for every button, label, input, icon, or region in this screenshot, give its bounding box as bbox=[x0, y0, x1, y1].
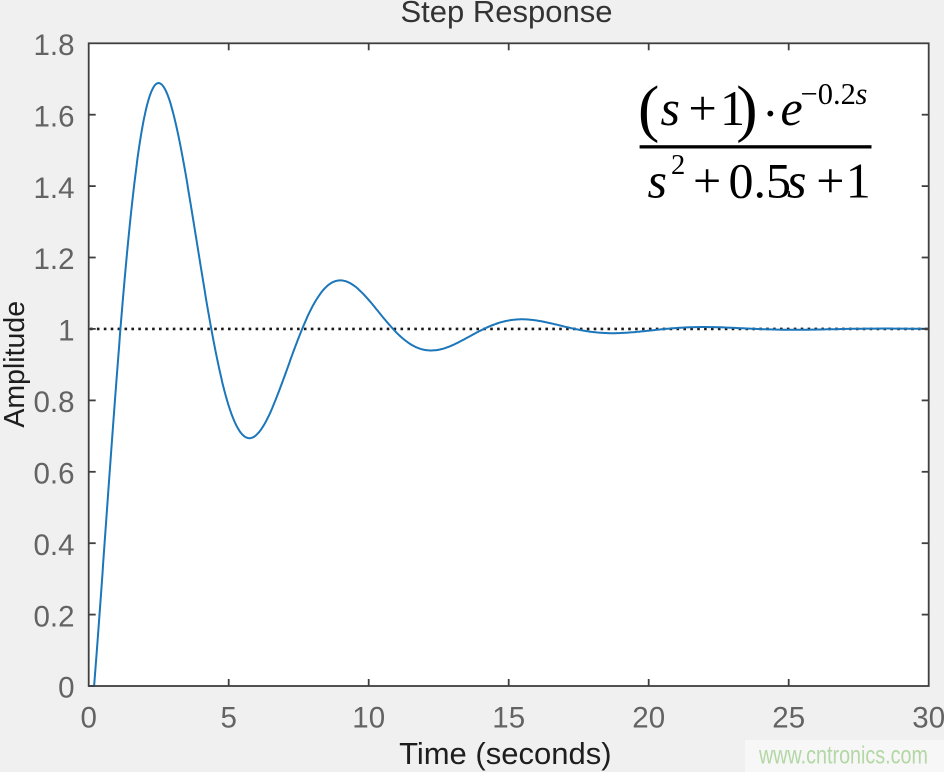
svg-text:+: + bbox=[816, 153, 844, 209]
svg-text:20: 20 bbox=[632, 701, 665, 734]
svg-text:e: e bbox=[781, 80, 803, 136]
svg-text:·: · bbox=[762, 85, 779, 141]
svg-text:1.6: 1.6 bbox=[33, 100, 74, 133]
svg-text:+: + bbox=[689, 80, 717, 136]
svg-text:2: 2 bbox=[671, 150, 685, 181]
svg-text:+: + bbox=[693, 153, 721, 209]
svg-text:−0.2: −0.2 bbox=[801, 77, 856, 111]
svg-text:0: 0 bbox=[58, 672, 74, 705]
svg-text:s: s bbox=[648, 153, 667, 209]
svg-text:1: 1 bbox=[58, 315, 74, 348]
svg-text:s: s bbox=[661, 80, 680, 136]
svg-text:(: ( bbox=[638, 73, 659, 144]
svg-text:25: 25 bbox=[772, 701, 805, 734]
svg-text:Amplitude: Amplitude bbox=[0, 301, 31, 428]
svg-text:Step Response: Step Response bbox=[401, 0, 613, 29]
svg-text:0.8: 0.8 bbox=[33, 386, 74, 419]
svg-text:1: 1 bbox=[720, 80, 745, 136]
svg-text:0.4: 0.4 bbox=[33, 529, 74, 562]
svg-text:0.5: 0.5 bbox=[729, 153, 792, 209]
svg-text:www.cntronics.com: www.cntronics.com bbox=[758, 741, 928, 769]
svg-text:1.8: 1.8 bbox=[33, 29, 74, 62]
svg-text:1.2: 1.2 bbox=[33, 243, 74, 276]
svg-text:0.6: 0.6 bbox=[33, 458, 74, 491]
svg-text:1.4: 1.4 bbox=[33, 172, 74, 205]
svg-text:1: 1 bbox=[846, 153, 871, 209]
svg-text:5: 5 bbox=[220, 701, 236, 734]
svg-text:0: 0 bbox=[80, 701, 96, 734]
svg-text:0.2: 0.2 bbox=[33, 600, 74, 633]
svg-text:30: 30 bbox=[912, 701, 944, 734]
svg-text:s: s bbox=[856, 77, 868, 111]
svg-text:10: 10 bbox=[352, 701, 385, 734]
svg-text:Time (seconds): Time (seconds) bbox=[399, 736, 611, 771]
svg-text:s: s bbox=[787, 153, 806, 209]
svg-text:): ) bbox=[736, 73, 757, 144]
svg-text:15: 15 bbox=[492, 701, 525, 734]
